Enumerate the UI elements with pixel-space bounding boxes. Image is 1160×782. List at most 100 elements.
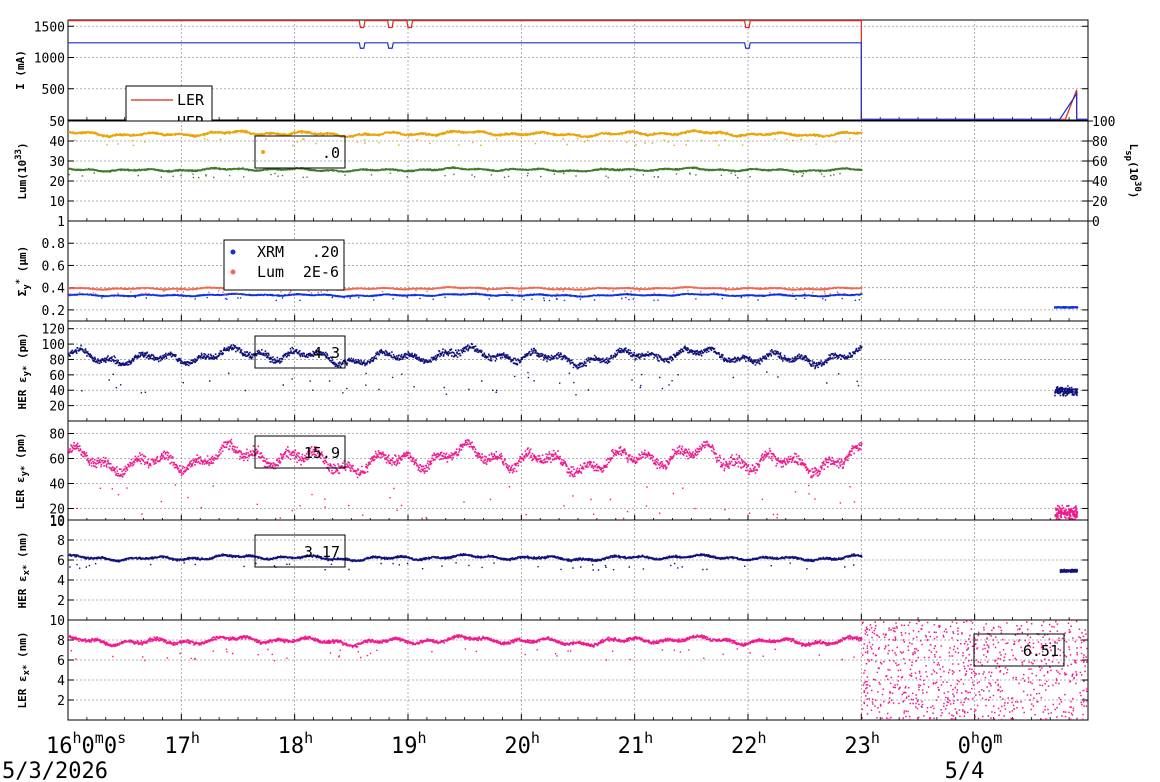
y-tick-label: 0.8 (42, 237, 65, 252)
y2-tick-label: 60 (1092, 155, 1108, 170)
date-label: 5/3/2026 (2, 759, 108, 782)
y-tick-label: 6 (57, 554, 65, 569)
y-tick-label: 8 (57, 534, 65, 549)
series-s1 (68, 166, 863, 179)
y-tick-label: 20 (49, 400, 65, 415)
y-tick-label: 20 (49, 175, 65, 190)
y-tick-label: 10 (49, 195, 65, 210)
series-ler (68, 20, 1088, 120)
y2-tick-label: 40 (1092, 175, 1108, 190)
y-tick-label: 20 (49, 503, 65, 518)
y-tick-label: 80 (49, 353, 65, 368)
data-layer (68, 553, 1079, 574)
y-tick-label: 120 (42, 323, 65, 338)
legend-label: LER (177, 91, 205, 109)
legend-label: XRM (257, 243, 284, 261)
y-tick-label: 2 (57, 594, 65, 609)
y-tick-label: 4 (57, 674, 65, 689)
series-xrm (68, 292, 1079, 309)
panel-her_ex: 2 4 6 8 10 HER εx* (nm) 3.17 (16, 514, 1089, 621)
x-tick-label: 20h (504, 729, 540, 759)
series-points (68, 129, 863, 147)
y2-tick-label: 100 (1092, 115, 1115, 130)
series-line (68, 42, 1088, 120)
data-layer (68, 20, 1088, 120)
y-axis-label: LER εx* (nm) (16, 631, 32, 708)
y-tick-label: 6 (57, 654, 65, 669)
y-tick-label: 50 (49, 115, 65, 130)
legend-value: 6.51 (1023, 642, 1059, 660)
series-her (68, 42, 1088, 120)
y-tick-label: 500 (42, 83, 65, 98)
legend-value: .20 (312, 243, 339, 261)
x-tick-label: 22h (731, 729, 767, 759)
y-tick-label: 30 (49, 155, 65, 170)
y2-tick-label: 80 (1092, 135, 1108, 150)
y-tick-label: 80 (49, 428, 65, 443)
series-s0 (68, 129, 863, 147)
series-points (68, 438, 1079, 521)
y-tick-label: 10 (49, 514, 65, 529)
panel-frame (67, 19, 1089, 121)
legend-value: 3.17 (304, 543, 340, 561)
panel-frame (67, 619, 1089, 721)
x-tick-label: 0h0m (958, 729, 1003, 759)
y-axis-label: LER εy* (pm) (14, 432, 30, 509)
legend-marker (230, 249, 236, 255)
y-tick-label: 1500 (34, 20, 65, 35)
value-box (254, 135, 346, 169)
panel-lumi: 10 20 30 40 50 0 20 40 60 80 100 Lsp(1030) Lum(1033)… (14, 115, 1142, 230)
series-points (68, 292, 1079, 309)
series-line (68, 20, 1088, 120)
y-axis-label: HER εy* (pm) (16, 332, 32, 409)
x-tick-label: 16h0m0s (46, 729, 126, 759)
y-axis-label: I (mA) (14, 50, 27, 90)
value-box (973, 633, 1065, 667)
y-axis-label: Lum(1033) (14, 142, 29, 199)
data-layer (68, 438, 1079, 521)
legend-value: 2E-6 (303, 263, 339, 281)
y-tick-label: 0.6 (42, 259, 65, 274)
data-layer (68, 129, 863, 179)
y-tick-label: 10 (49, 515, 65, 530)
legend-marker (261, 150, 265, 154)
y-tick-label: 100 (42, 338, 65, 353)
y-tick-label: 40 (49, 384, 65, 399)
panel-frame (67, 220, 1089, 322)
y-tick-label: 40 (49, 478, 65, 493)
panel-frame (67, 519, 1089, 621)
legend-value: 4.3 (313, 344, 340, 362)
value-box (254, 335, 346, 369)
series-points (68, 166, 863, 179)
y2-tick-label: 20 (1092, 195, 1108, 210)
y-tick-label: 10 (49, 614, 65, 629)
value-box (254, 435, 346, 469)
y-tick-label: 8 (57, 634, 65, 649)
series-points (68, 553, 1079, 574)
legend-value: .0 (322, 144, 340, 162)
y-tick-label: 60 (49, 453, 65, 468)
x-tick-label: 23h (844, 729, 880, 759)
value-box (254, 534, 346, 568)
date-label: 5/4 (945, 759, 985, 782)
x-tick-label: 19h (391, 729, 427, 759)
y-axis-label: Σy* (μm) (15, 246, 32, 297)
legend-marker (230, 269, 236, 275)
legend-box (223, 239, 345, 291)
y2-tick-label: 0 (1092, 215, 1100, 230)
series-s0 (68, 438, 1079, 521)
x-tick-label: 18h (278, 729, 314, 759)
y-tick-label: 4 (57, 574, 65, 589)
legend-label: Lum (257, 263, 284, 281)
y-axis-label: HER εx* (nm) (16, 531, 32, 608)
y-tick-label: 40 (49, 135, 65, 150)
y-tick-label: 0.4 (42, 282, 66, 297)
y-tick-label: 0.2 (42, 304, 65, 319)
series-s0 (68, 553, 1079, 574)
panel-sigma: 0.2 0.4 0.6 0.8 1 Σy* (μm) XRM .20 Lum 2E-6 (15, 215, 1089, 322)
y-tick-label: 1000 (34, 52, 65, 67)
